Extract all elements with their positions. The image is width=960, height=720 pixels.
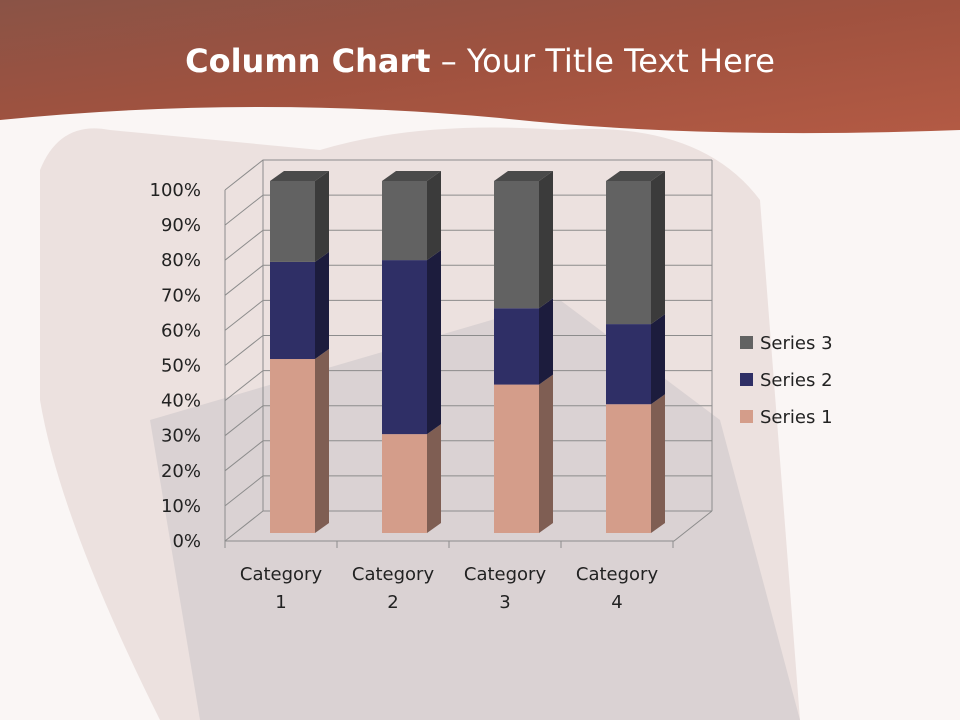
- bar-front: [606, 404, 651, 533]
- bar-segment-series-3: [494, 171, 553, 309]
- bar-side: [651, 314, 665, 405]
- bar-front: [270, 261, 315, 360]
- bar-segment-series-1: [270, 349, 329, 533]
- bar-top: [270, 171, 329, 181]
- x-category-label: Category: [576, 564, 659, 585]
- legend-swatch: [740, 373, 753, 386]
- bar-front: [382, 434, 427, 533]
- bar-front: [494, 308, 539, 385]
- bar-segment-series-3: [270, 171, 329, 262]
- bar-top: [382, 171, 441, 181]
- bar-segment-series-1: [494, 374, 553, 533]
- x-category-label: 4: [611, 592, 622, 613]
- y-tick-label: 30%: [161, 426, 201, 447]
- legend-label: Series 2: [760, 370, 833, 391]
- y-tick-label: 0%: [172, 531, 201, 552]
- bar-segment-series-3: [382, 171, 441, 261]
- x-category-label: Category: [240, 564, 323, 585]
- bar-segment-series-1: [606, 394, 665, 533]
- legend-swatch: [740, 336, 753, 349]
- x-category-label: 1: [275, 592, 286, 613]
- bar-top: [606, 171, 665, 181]
- y-tick-label: 80%: [161, 250, 201, 271]
- x-category-label: Category: [352, 564, 435, 585]
- bar-segment-series-2: [270, 251, 329, 360]
- y-tick-label: 40%: [161, 391, 201, 412]
- legend-label: Series 3: [760, 333, 833, 354]
- x-axis: [225, 510, 713, 542]
- bar-side: [651, 171, 665, 325]
- bar-side: [539, 374, 553, 533]
- bar-front: [270, 359, 315, 533]
- bar-segment-series-1: [382, 424, 441, 533]
- bar-side: [427, 171, 441, 261]
- bar-front: [382, 181, 427, 261]
- x-category-label: 2: [387, 592, 398, 613]
- bar-front: [382, 260, 427, 435]
- x-category-label: Category: [464, 564, 547, 585]
- bar-front: [606, 181, 651, 325]
- y-tick-label: 100%: [150, 180, 201, 201]
- bar-side: [315, 349, 329, 533]
- bar-side: [427, 250, 441, 435]
- bar-side: [539, 171, 553, 309]
- bar-side: [315, 251, 329, 360]
- bar-segment-series-3: [606, 171, 665, 325]
- bar-side: [315, 171, 329, 262]
- bar-front: [494, 181, 539, 309]
- bar-side: [651, 394, 665, 533]
- y-tick-label: 20%: [161, 461, 201, 482]
- bar-segment-series-2: [382, 250, 441, 435]
- legend-swatch: [740, 410, 753, 423]
- y-tick-label: 70%: [161, 285, 201, 306]
- legend-label: Series 1: [760, 407, 833, 428]
- header-banner: [0, 0, 960, 134]
- y-tick-label: 50%: [161, 356, 201, 377]
- bar-front: [606, 324, 651, 405]
- bar-segment-series-2: [606, 314, 665, 405]
- bar-top: [494, 171, 553, 181]
- bar-front: [270, 181, 315, 262]
- slide-title: Column Chart – Your Title Text Here: [185, 42, 775, 80]
- y-tick-label: 60%: [161, 320, 201, 341]
- bar-segment-series-2: [494, 298, 553, 385]
- bar-side: [427, 424, 441, 533]
- bar-front: [494, 384, 539, 533]
- y-tick-label: 10%: [161, 496, 201, 517]
- y-tick-label: 90%: [161, 215, 201, 236]
- bar-side: [539, 298, 553, 385]
- x-category-label: 3: [499, 592, 510, 613]
